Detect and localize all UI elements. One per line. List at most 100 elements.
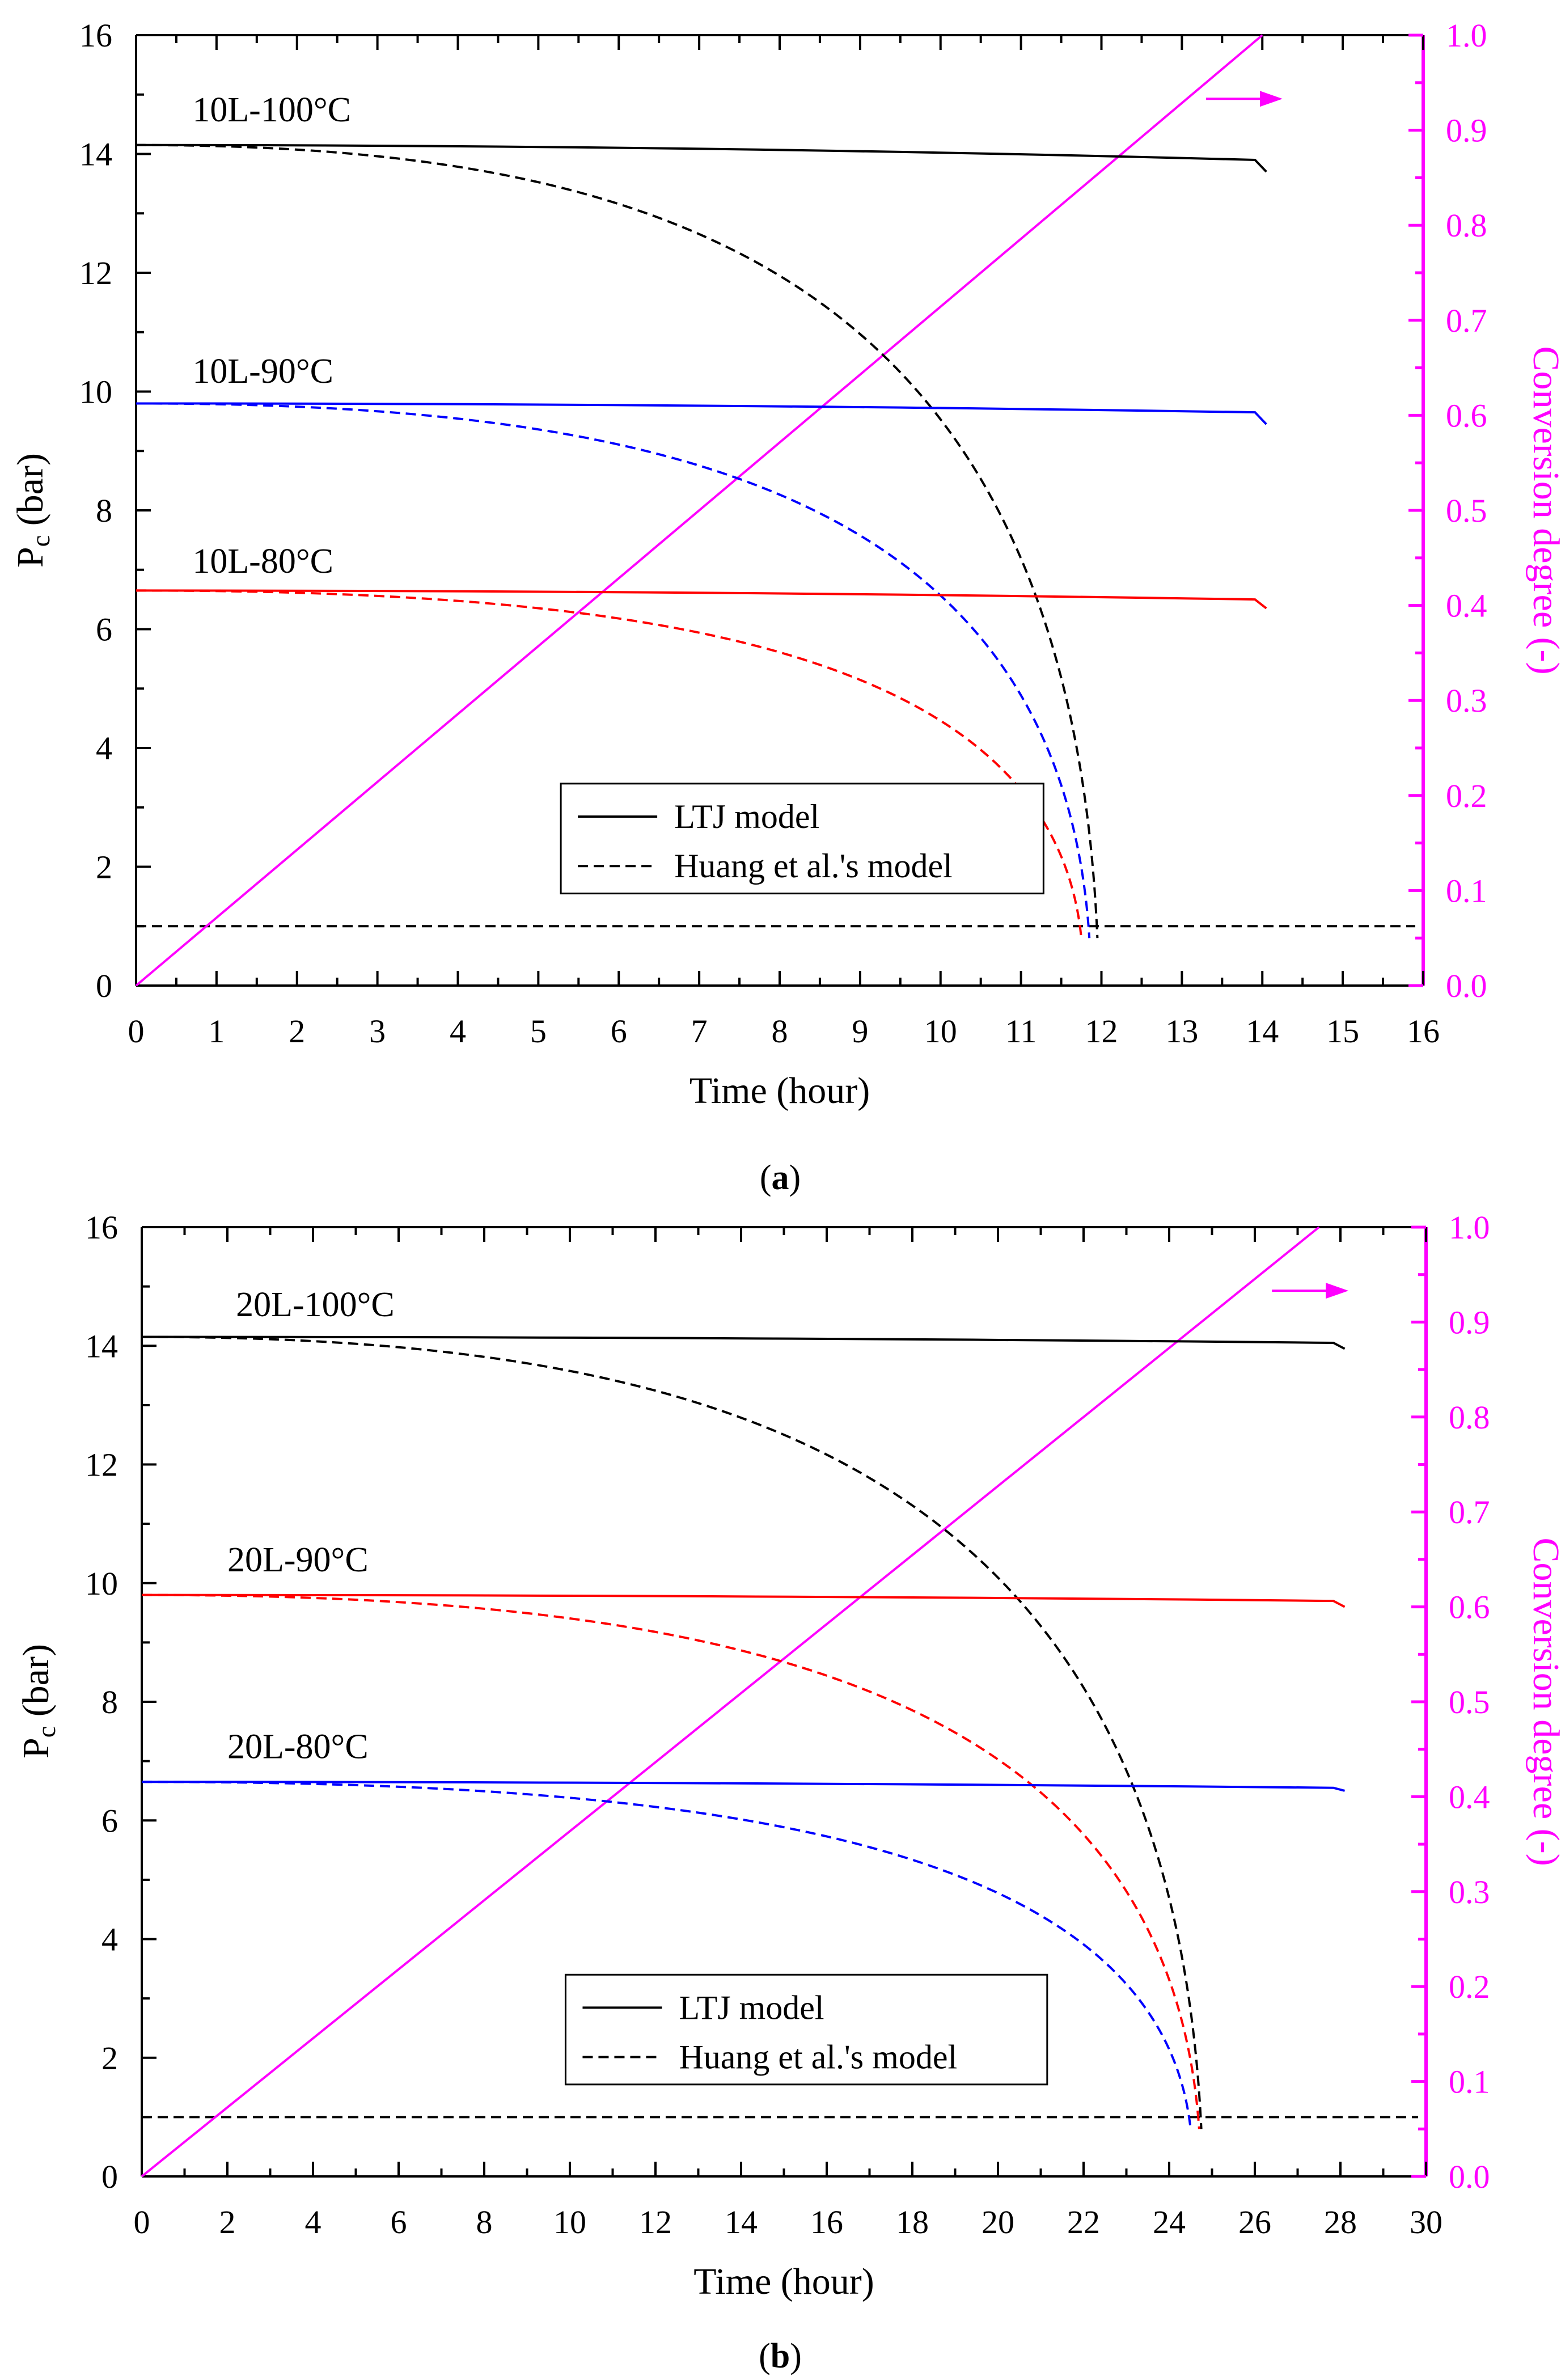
chart-a-y-tick-label: 8 [96,492,112,529]
chart-b-series-2-ltj-line [141,1781,1346,1792]
chart-b: 0 2 4 6 8 10 12 14 16 18 20 22 24 26 28 300246810121416… [15,1209,1561,2302]
chart-b-x-tick-label: 22 [1067,2204,1100,2241]
chart-a-y-axis-label-main: P [10,547,51,568]
chart-a-y2-tick-label: 0.0 [1446,967,1487,1004]
chart-b-legend: LTJ model Huang et al.'s model [564,1973,1048,2086]
chart-a-legend-box [560,783,1044,895]
chart-a-y-tick-label: 2 [96,849,112,886]
chart-a-y-tick-label: 14 [79,136,112,173]
chart-b-x-tick-label: 30 [1410,2204,1442,2241]
chart-a-y2-axis-label: Conversion degree (-) [1525,346,1561,674]
chart-b-y2-tick-label: 0.1 [1449,2064,1490,2100]
chart-b-legend-solid-label: LTJ model [679,1989,824,2026]
chart-b-series-0-ltj-line [141,1335,1346,1350]
chart-b-conversion-line [141,1226,1320,2178]
chart-b-series-0-label: 20L-100°C [236,1286,395,1324]
chart-a-x-tick-label: 2 [289,1013,305,1050]
chart-b-y-tick-label: 6 [101,1802,118,1839]
chart-b-y-axis-label-sub: c [32,1726,61,1738]
chart-b-y-axis-label: Pc (bar) [15,1644,61,1758]
chart-b-y2-tick-label: 0.4 [1449,1778,1490,1815]
chart-a-y2-tick-label: 0.6 [1446,397,1487,434]
chart-b-series-1-huang-line [141,1593,1200,2129]
chart-b-x-tick-label: 12 [639,2204,672,2241]
chart-a-x-tick-label: 13 [1165,1013,1198,1050]
chart-b-y-tick-label: 16 [85,1209,118,1246]
chart-a-y2-tick-label: 0.3 [1446,682,1487,719]
chart-b-x-tick-label: 28 [1324,2204,1357,2241]
chart-a-x-tick-label: 11 [1005,1013,1037,1050]
chart-b-y-tick-label: 2 [101,2040,118,2077]
caption-a: (a) [760,1159,801,1197]
chart-b-x-tick-label: 14 [725,2204,758,2241]
chart-b-y-tick-label: 4 [101,1921,118,1958]
chart-a-x-tick-label: 7 [691,1013,708,1050]
chart-b-x-tick-label: 24 [1153,2204,1186,2241]
chart-a-y-tick-label: 12 [79,255,112,291]
chart-a-y2-tick-label: 0.9 [1446,112,1487,149]
chart-a-y2-tick-label: 0.8 [1446,207,1487,244]
chart-b-x-tick-label: 4 [305,2204,321,2241]
chart-b-x-tick-label: 10 [553,2204,586,2241]
chart-a-series-1-ltj-line [136,402,1267,425]
chart-b-y2-tick-label: 0.7 [1449,1494,1490,1531]
chart-b-x-tick-label: 6 [391,2204,407,2241]
chart-b-series-1-label: 20L-90°C [227,1541,369,1579]
chart-a-x-tick-label: 1 [208,1013,225,1050]
chart-b-y-tick-label: 10 [85,1565,118,1602]
chart-a-legend: LTJ model Huang et al.'s model [560,783,1044,895]
chart-a-series-0-label: 10L-100°C [192,91,351,129]
chart-b-y2-tick-label: 1.0 [1449,1209,1490,1246]
chart-a-x-tick-label: 14 [1246,1013,1279,1050]
chart-a-axis-arrow-head [1259,91,1283,107]
chart-b-series-0-huang-line [141,1335,1203,2129]
chart-a-y-tick-label: 16 [79,17,112,54]
chart-b-x-tick-label: 8 [476,2204,493,2241]
chart-a-y2-tick-label: 0.5 [1446,492,1487,529]
caption-b: (b) [759,2337,802,2375]
chart-a-x-tick-label: 9 [852,1013,868,1050]
chart-a-x-tick-label: 4 [450,1013,466,1050]
chart-a-x-tick-label: 6 [611,1013,627,1050]
chart-a-legend-solid-label: LTJ model [674,798,819,835]
chart-a: 0 1 2 3 4 5 6 7 8 9 10 11 12 13 14 15 1602468101214160.0… [10,17,1561,1111]
chart-a-x-tick-label: 12 [1085,1013,1118,1050]
caption-a-letter: a [772,1159,789,1197]
chart-b-y2-tick-label: 0.5 [1449,1684,1490,1720]
chart-b-x-tick-label: 20 [982,2204,1014,2241]
chart-a-y2-tick-label: 0.7 [1446,302,1487,339]
chart-b-y2-tick-label: 0.9 [1449,1304,1490,1341]
chart-a-y-axis-label-unit: (bar) [10,453,51,535]
chart-b-y-tick-label: 8 [101,1684,118,1720]
chart-b-y2-tick-label: 0.2 [1449,1968,1490,2005]
caption-b-letter: b [771,2337,790,2375]
chart-b-axis-arrow-head [1326,1283,1349,1299]
chart-a-x-tick-label: 5 [530,1013,547,1050]
chart-b-y-tick-label: 12 [85,1447,118,1483]
chart-b-x-tick-label: 2 [219,2204,236,2241]
chart-b-series-1-ltj-line [141,1593,1346,1608]
chart-b-series-2-huang-line [141,1781,1192,2129]
chart-a-y-tick-label: 10 [79,374,112,411]
chart-b-y2-axis-label: Conversion degree (-) [1525,1537,1561,1866]
chart-a-x-tick-label: 15 [1326,1013,1359,1050]
chart-a-y-tick-label: 4 [96,730,112,767]
chart-b-y-tick-label: 0 [101,2158,118,2195]
chart-a-series-2-ltj-line [136,589,1267,610]
chart-a-y2-tick-label: 0.1 [1446,872,1487,909]
chart-b-x-tick-label: 18 [896,2204,929,2241]
chart-a-x-tick-label: 0 [128,1013,145,1050]
chart-b-x-axis-label: Time (hour) [693,2261,874,2302]
chart-b-legend-box [564,1973,1048,2086]
chart-b-y-axis-label-unit: (bar) [15,1644,57,1726]
chart-a-y-axis-label: Pc (bar) [10,453,55,568]
chart-b-y2-tick-label: 0.8 [1449,1399,1490,1436]
chart-a-legend-dashed-label: Huang et al.'s model [674,847,953,885]
chart-b-y2-tick-label: 0.6 [1449,1589,1490,1626]
chart-a-x-tick-label: 8 [772,1013,788,1050]
chart-a-y2-tick-label: 1.0 [1446,17,1487,54]
chart-a-series-0-ltj-line [136,143,1267,173]
chart-a-y-axis-label-sub: c [26,535,55,547]
chart-b-y2-tick-label: 0.3 [1449,1874,1490,1910]
